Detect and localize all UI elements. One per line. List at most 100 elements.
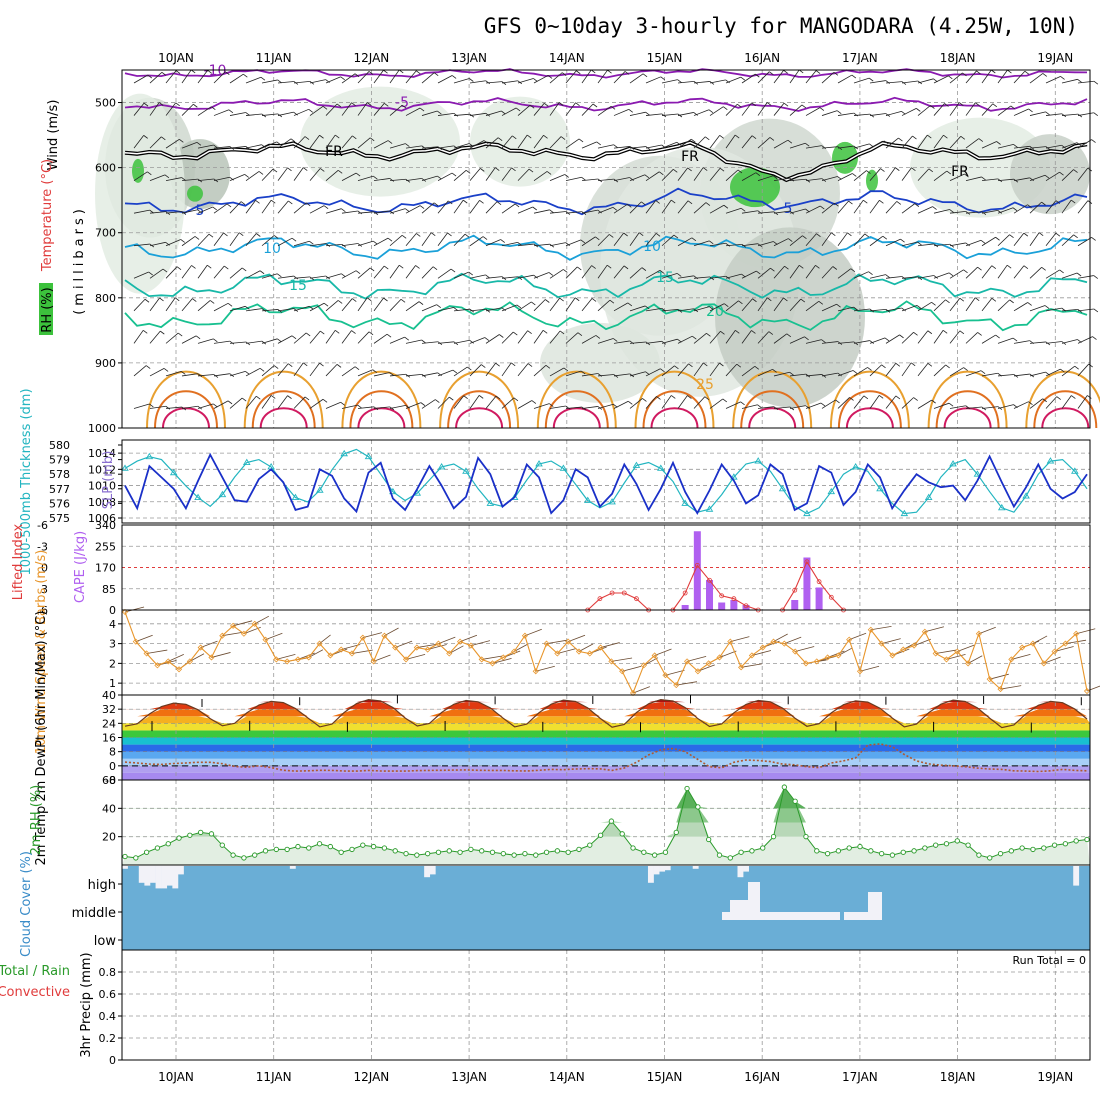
wind-barb-flag [964,173,969,178]
wind-barb-flag [1041,267,1046,271]
wind-barb-flag [244,174,249,178]
wind10m-barb [849,632,867,641]
wind-barb [549,136,562,149]
wind10m-point [435,640,442,647]
wind-barb [837,268,852,279]
wind-barb-flag [351,102,356,107]
wind-barb [261,168,274,181]
wind-barb-flag [195,335,201,340]
wind-barb-flag [495,362,500,367]
wind-barb-flag [869,340,874,344]
wind-barb-flag [564,174,569,178]
wind-barb [1045,113,1062,116]
wind-barb [1029,111,1046,116]
wind-barb [645,200,656,214]
wind-barb [693,333,707,344]
wind-barb [245,308,262,312]
wind-barb [1013,177,1030,182]
wind-barb-flag [927,363,933,367]
wind-barb-flag [751,135,757,140]
wind-barb [549,102,560,116]
wind-barb [229,112,246,116]
wind-barb [805,178,822,182]
wind-barb-flag [1012,337,1018,342]
wind-barb-flag [927,330,933,335]
wind-barb [565,266,578,279]
wind10m-point [251,620,258,627]
cloud-high-cell [664,866,671,871]
wind-barb-flag [772,175,778,180]
wind-barb-flag [270,395,276,399]
wind-barb-flag [255,200,260,204]
wind-barb [997,207,1014,214]
wind-tick-label: 2 [109,657,116,670]
wind-barb [821,176,838,182]
wind-barb-flag [1093,275,1099,279]
wind-barb [309,135,320,149]
bottom-date-label: 15JAN [647,1070,683,1084]
wind-barb [165,102,177,116]
wind-barb-flag [469,143,474,147]
rh2m-point [770,834,777,840]
wind-barb-flag [783,297,788,302]
wind-barb [997,144,1014,149]
rh2m-point [846,845,852,851]
wind10m-barb [773,633,788,642]
top-date-label: 14JAN [549,51,585,65]
wind-barb [149,102,160,116]
wind-barb [949,173,965,182]
wind-barb [581,141,597,149]
wind-barb-flag [673,168,678,173]
wind-barb [181,69,192,84]
wind-barb-flag [1009,299,1014,304]
wind-barb-flag [1027,204,1032,209]
rh2m-point [533,852,539,858]
wind-barb-flag [836,110,842,114]
wind-barb-flag [435,399,440,403]
bottom-date-label: 13JAN [451,1070,487,1084]
wind-barb [581,373,598,377]
wind-barb [709,204,725,214]
wind-barb [709,106,724,116]
rh2m-point [392,848,398,854]
wind-barb-flag [1028,401,1033,406]
wind10m-barb [622,665,642,672]
wind-barb [661,273,678,279]
rh2m-point [738,849,744,855]
wind-barb [773,333,788,344]
wind-barb [901,362,912,377]
cape-bar [815,587,823,610]
wind-barb [565,332,579,344]
rh2m-point [360,842,366,848]
wind-barb [997,299,1010,312]
wind-barb [1061,272,1078,279]
wind-barb [229,232,240,246]
thickness-point [242,458,251,465]
wind-barb [421,399,436,409]
rh-area [95,93,185,294]
wind-barb [309,362,320,377]
wind-barb [469,140,485,149]
wind-barb [373,140,389,149]
wind10m-point [651,652,658,659]
wind10m-barb [643,657,659,666]
wind-barb-flag [676,273,682,277]
wind-barb-flag [243,73,248,78]
wind-barb-flag [644,174,650,179]
wind-barb [133,102,145,116]
wind-barb-flag [804,142,810,147]
wind-barb [565,239,582,247]
wind-barb [805,402,822,409]
wind-barb [565,211,582,214]
slp-tick-label: 1010 [88,480,116,493]
wind-barb-flag [495,395,501,400]
wind-barb-flag [659,171,664,176]
wind-barb-flag [256,395,261,400]
pressure-tick-label: 1000 [88,422,116,435]
wind-barb [1013,108,1029,116]
wind-barb [757,175,774,182]
wind-barb [901,203,916,214]
wind-barb-flag [612,207,618,211]
wind-barb-flag [1056,396,1061,400]
wind-barb-flag [704,396,710,400]
